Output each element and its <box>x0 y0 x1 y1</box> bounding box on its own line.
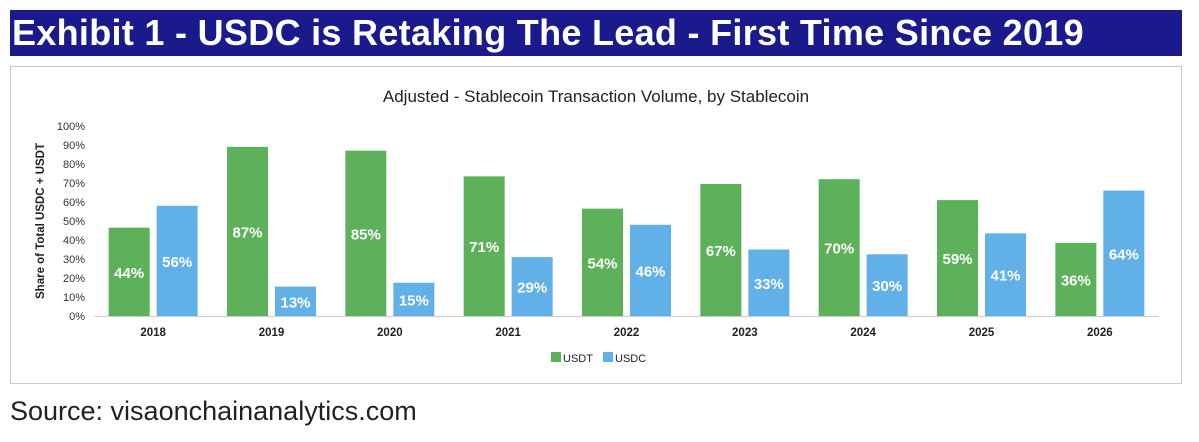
y-tick-label: 40% <box>63 235 85 247</box>
usdt-bar <box>937 200 978 316</box>
usdt-bar <box>818 179 860 316</box>
usdt-data-label: 70% <box>824 241 854 258</box>
x-tick-label: 2022 <box>614 327 640 339</box>
usdc-bar <box>748 249 790 316</box>
y-tick-label: 0% <box>69 311 85 323</box>
usdc-data-label: 33% <box>754 276 784 293</box>
usdc-legend-swatch <box>603 352 613 362</box>
usdc-bar <box>1103 190 1145 316</box>
usdt-bar <box>582 208 623 316</box>
usdc-bar <box>393 282 435 316</box>
usdt-legend-swatch <box>551 352 561 362</box>
usdt-data-label: 44% <box>114 265 144 282</box>
usdt-data-label: 87% <box>232 224 262 241</box>
usdc-data-label: 64% <box>1109 246 1139 263</box>
usdc-bar <box>511 257 553 316</box>
usdc-data-label: 29% <box>517 280 547 297</box>
usdc-data-label: 46% <box>635 263 665 280</box>
usdt-bar <box>108 227 150 316</box>
usdt-data-label: 59% <box>942 251 972 268</box>
x-tick-label: 2018 <box>140 327 166 339</box>
bar-chart: Adjusted - Stablecoin Transaction Volume… <box>35 87 1159 365</box>
x-tick-label: 2023 <box>732 327 758 339</box>
y-tick-label: 30% <box>63 254 85 266</box>
y-tick-label: 70% <box>63 178 85 190</box>
usdc-bar <box>985 233 1026 316</box>
usdc-data-label: 15% <box>399 292 429 309</box>
y-axis-label: Share of Total USDC + USDT <box>35 143 47 299</box>
chart-title: Adjusted - Stablecoin Transaction Volume… <box>383 87 809 106</box>
usdc-bar <box>866 254 908 316</box>
y-tick-label: 20% <box>63 273 85 285</box>
usdc-bar <box>630 224 671 316</box>
y-tick-label: 90% <box>63 140 85 152</box>
y-tick-label: 60% <box>63 197 85 209</box>
x-tick-label: 2019 <box>259 327 285 339</box>
x-tick-label: 2021 <box>495 327 521 339</box>
usdt-bar <box>463 176 505 316</box>
y-tick-label: 100% <box>57 121 85 133</box>
usdc-bar <box>275 286 316 316</box>
y-tick-label: 80% <box>63 159 85 171</box>
usdt-bar <box>227 146 268 316</box>
usdt-data-label: 54% <box>587 255 617 272</box>
usdt-data-label: 67% <box>706 243 736 260</box>
usdc-data-label: 13% <box>280 294 310 311</box>
usdt-bar <box>700 183 742 316</box>
usdc-legend-label: USDC <box>615 353 646 365</box>
x-tick-label: 2026 <box>1087 327 1113 339</box>
x-tick-label: 2020 <box>377 327 403 339</box>
usdt-data-label: 36% <box>1061 272 1091 289</box>
usdc-data-label: 56% <box>162 254 192 271</box>
usdc-data-label: 41% <box>990 268 1020 285</box>
usdt-data-label: 71% <box>469 239 499 256</box>
usdt-legend-label: USDT <box>563 353 593 365</box>
y-tick-label: 50% <box>63 216 85 228</box>
header-banner: Exhibit 1 - USDC is Retaking The Lead - … <box>10 10 1182 56</box>
y-tick-label: 10% <box>63 292 85 304</box>
usdc-data-label: 30% <box>872 278 902 295</box>
usdt-data-label: 85% <box>351 226 381 243</box>
x-tick-label: 2024 <box>850 327 876 339</box>
chart-container: Adjusted - Stablecoin Transaction Volume… <box>10 66 1182 384</box>
usdt-bar <box>1055 242 1097 316</box>
source-note: Source: visaonchainanalytics.com <box>10 396 417 426</box>
x-tick-label: 2025 <box>969 327 995 339</box>
usdt-bar <box>345 150 387 316</box>
usdc-bar <box>156 205 198 316</box>
exhibit-title: Exhibit 1 - USDC is Retaking The Lead - … <box>12 12 1084 53</box>
